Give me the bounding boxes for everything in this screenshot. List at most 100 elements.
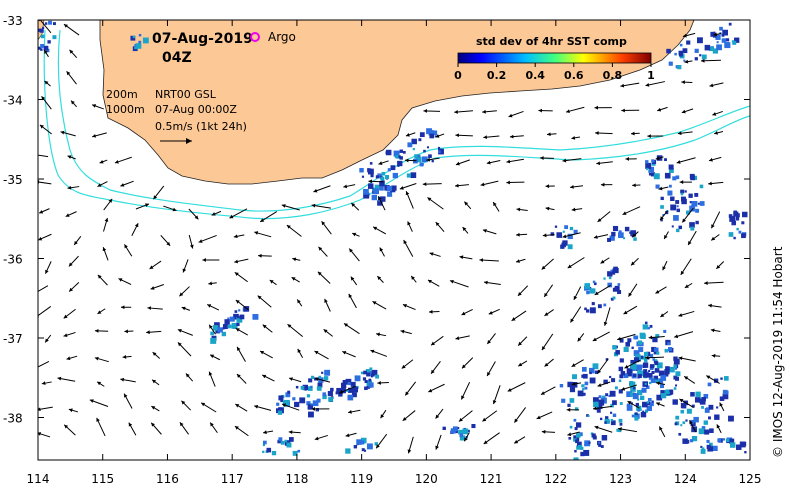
sst-cell (643, 369, 647, 373)
sst-cell (581, 384, 584, 387)
sst-cell (584, 443, 587, 446)
sst-cell (609, 277, 612, 280)
sst-cell (716, 406, 718, 408)
sst-cell (679, 53, 683, 57)
sst-cell (570, 426, 573, 429)
sst-cell (650, 402, 654, 406)
sst-cell (429, 134, 434, 139)
sst-cell (620, 423, 623, 426)
sst-cell (675, 416, 679, 420)
sst-cell (324, 376, 328, 380)
sst-cell (407, 173, 411, 177)
sst-cell (443, 427, 446, 430)
sst-cell (645, 383, 647, 385)
sst-cell (669, 390, 671, 392)
sst-cell (652, 358, 655, 361)
sst-cell (660, 205, 664, 209)
sst-cell (612, 271, 615, 274)
sst-cell (661, 197, 664, 200)
sst-cell (375, 375, 379, 379)
sst-cell (590, 307, 596, 313)
sst-cell (601, 445, 604, 448)
sst-cell (716, 44, 722, 50)
sst-cell (619, 230, 622, 233)
sst-cell (368, 382, 373, 387)
sst-cell (635, 412, 638, 415)
sst-cell (310, 386, 312, 388)
sst-cell (655, 368, 660, 373)
sst-cell (585, 387, 588, 390)
sst-cell (285, 440, 288, 443)
sst-cell (674, 387, 677, 390)
sst-cell (674, 359, 680, 365)
sst-cell (645, 160, 648, 163)
sst-cell (588, 415, 590, 417)
sst-cell (701, 406, 704, 409)
sst-cell (398, 155, 400, 157)
sst-cell (583, 393, 586, 396)
sst-cell (560, 384, 563, 387)
sst-cell (556, 232, 562, 238)
sst-cell (623, 237, 625, 239)
sst-cell (690, 227, 694, 231)
sst-cell (665, 349, 669, 353)
sst-cell (724, 42, 730, 48)
sst-cell (343, 380, 346, 383)
sst-cell (361, 372, 364, 375)
sst-cell (619, 419, 623, 423)
sst-cell (681, 193, 683, 195)
sst-cell (620, 358, 624, 362)
sst-cell (680, 44, 683, 47)
sst-cell (592, 302, 595, 305)
sst-cell (669, 62, 673, 66)
colorbar-tick-label: 1 (647, 69, 655, 82)
sst-cell (619, 374, 623, 378)
sst-cell (611, 232, 615, 236)
sst-cell (675, 371, 680, 376)
sst-cell (278, 437, 282, 441)
argo-label: Argo (268, 30, 296, 44)
sst-cell (296, 386, 299, 389)
sst-cell (238, 309, 240, 311)
sst-cell (681, 197, 686, 202)
sst-cell (471, 424, 475, 428)
sst-cell (403, 151, 406, 154)
sst-cell (582, 388, 584, 390)
sst-cell (210, 338, 216, 344)
sst-cell (679, 226, 682, 229)
sst-cell (363, 377, 366, 380)
sst-cell (717, 41, 719, 43)
sst-cell (664, 158, 667, 161)
sst-cell (732, 40, 734, 42)
sst-cell (561, 399, 565, 403)
sst-cell (674, 53, 677, 56)
sst-cell (367, 168, 371, 172)
sst-cell (385, 175, 389, 179)
sst-cell (706, 407, 709, 410)
sst-cell (370, 174, 373, 177)
sst-cell (633, 393, 639, 399)
sst-cell (695, 209, 699, 213)
sst-cell (726, 38, 729, 41)
sst-cell (369, 367, 372, 370)
sst-cell (644, 359, 648, 363)
sst-cell (700, 185, 704, 189)
sst-cell (426, 128, 432, 134)
sst-cell (373, 188, 379, 194)
sst-cell (363, 189, 369, 195)
current-vector-head (33, 366, 37, 369)
x-tick-label: 122 (544, 472, 567, 486)
sst-cell (675, 422, 678, 425)
sst-cell (563, 231, 565, 233)
sst-cell (675, 200, 679, 204)
sst-cell (708, 405, 713, 410)
sst-cell (683, 48, 688, 53)
x-tick-label: 114 (27, 472, 50, 486)
sst-cell (648, 327, 650, 329)
sst-cell (603, 277, 605, 279)
sst-cell (672, 225, 674, 227)
sst-cell (278, 395, 283, 400)
map-time: 04Z (162, 50, 192, 66)
sst-cell (685, 419, 687, 421)
